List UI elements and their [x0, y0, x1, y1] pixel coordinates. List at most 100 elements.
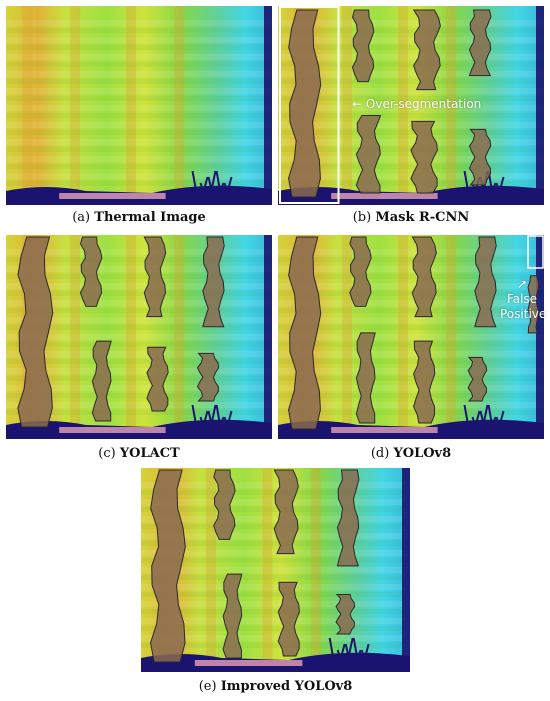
segmentation-mask [349, 236, 372, 307]
caption-name: YOLACT [119, 446, 180, 461]
panel-band [6, 368, 272, 374]
panel-band-shadow [278, 274, 544, 279]
panel-band [278, 351, 544, 357]
panel-band [6, 122, 272, 128]
panel-band [278, 71, 544, 77]
edge-strip [536, 6, 544, 205]
panel-band [6, 249, 272, 255]
segmentation-mask [150, 469, 186, 663]
warm-stripe [173, 6, 184, 205]
grass-blade [224, 176, 233, 200]
panel-band [278, 54, 544, 60]
caption-label: (b) [352, 210, 372, 225]
grass-blade [336, 649, 344, 667]
panel-band [141, 516, 410, 522]
panel-band [278, 402, 544, 408]
segmentation-mask [222, 573, 243, 659]
grass-blade [480, 404, 489, 434]
warm-stripe [445, 235, 456, 439]
yolact-panel [6, 235, 272, 439]
segmentation-mask [474, 236, 497, 328]
panel-band [141, 533, 410, 539]
segmentation-mask [336, 469, 360, 567]
segmentation-mask [79, 236, 103, 307]
segmentation-mask [143, 236, 167, 318]
grass-blade [208, 170, 217, 200]
panel-band [6, 334, 272, 340]
panel-band [141, 550, 410, 556]
segmentation-mask [196, 352, 220, 402]
panel-band-shadow [141, 575, 410, 580]
segmentation-mask [17, 236, 54, 428]
warm-stripe [22, 6, 33, 205]
panel-band-shadow [6, 113, 272, 118]
panel-band [278, 105, 544, 111]
panel-band [6, 173, 272, 179]
panel-band [278, 37, 544, 43]
caption-label: (e) [198, 679, 217, 694]
segmentation-mask [288, 9, 322, 198]
panel-band-shadow [6, 342, 272, 347]
warm-ground-patch [194, 660, 303, 666]
edge-strip [264, 235, 272, 439]
panel-band [278, 317, 544, 323]
panel-band-shadow [6, 308, 272, 313]
grass-blade [487, 404, 495, 434]
caption-mask-rcnn: (b) Mask R-CNN [278, 210, 544, 225]
panel-band-shadow [278, 164, 544, 169]
segmentation-mask [335, 593, 356, 635]
panel-band-shadow [278, 257, 544, 262]
panel-band-shadow [278, 79, 544, 84]
panel-band [6, 317, 272, 323]
panel-band-shadow [6, 257, 272, 262]
false-positive-annotation: ↗ False Positive [500, 277, 546, 322]
segmentation-mask [351, 9, 375, 83]
grass-blade [471, 416, 479, 434]
grass-blade [345, 637, 354, 667]
segmentation-mask [273, 469, 299, 555]
panel-band [141, 635, 410, 641]
arrow-left-icon: ← [352, 97, 363, 111]
grass-blade [200, 176, 209, 200]
panel-band [6, 139, 272, 145]
warm-stripe [445, 6, 456, 205]
segmentation-mask [410, 120, 438, 194]
warm-stripe [173, 235, 184, 439]
segmentation-mask [413, 340, 436, 424]
grass-blade [200, 410, 209, 434]
grass-blade [471, 182, 479, 200]
panel-band-shadow [6, 130, 272, 135]
panel-band-shadow [6, 291, 272, 296]
panel-band-shadow [141, 541, 410, 546]
over-segmentation-box [279, 6, 340, 204]
panel-band-shadow [6, 79, 272, 84]
panel-band-shadow [278, 410, 544, 415]
grass-blade [207, 410, 215, 434]
panel-band-shadow [278, 28, 544, 33]
grass-blade [199, 182, 207, 200]
warm-ground-patch [331, 193, 438, 199]
panel-band [141, 601, 410, 607]
panel-band-shadow [6, 274, 272, 279]
segmentation-mask [213, 469, 236, 540]
panel-band [6, 71, 272, 77]
panel-band-shadow [278, 96, 544, 101]
grass-blade [496, 410, 505, 434]
thermal-image [141, 468, 410, 672]
panel-band [278, 156, 544, 162]
warm-stripe [70, 6, 81, 205]
grass-blade [207, 176, 215, 200]
grass-blade [215, 170, 223, 200]
panel-band-shadow [141, 507, 410, 512]
grass-blade [224, 410, 233, 434]
panel-band-shadow [278, 113, 544, 118]
false-positive-label-line1: False [506, 292, 538, 306]
panel-band [278, 173, 544, 179]
grass-blade [352, 637, 360, 667]
panel-band [278, 266, 544, 272]
panel-band-shadow [6, 62, 272, 67]
panel-band [141, 618, 410, 624]
caption-label: (a) [72, 210, 91, 225]
warm-stripe [342, 235, 353, 439]
panel-band-shadow [6, 359, 272, 364]
